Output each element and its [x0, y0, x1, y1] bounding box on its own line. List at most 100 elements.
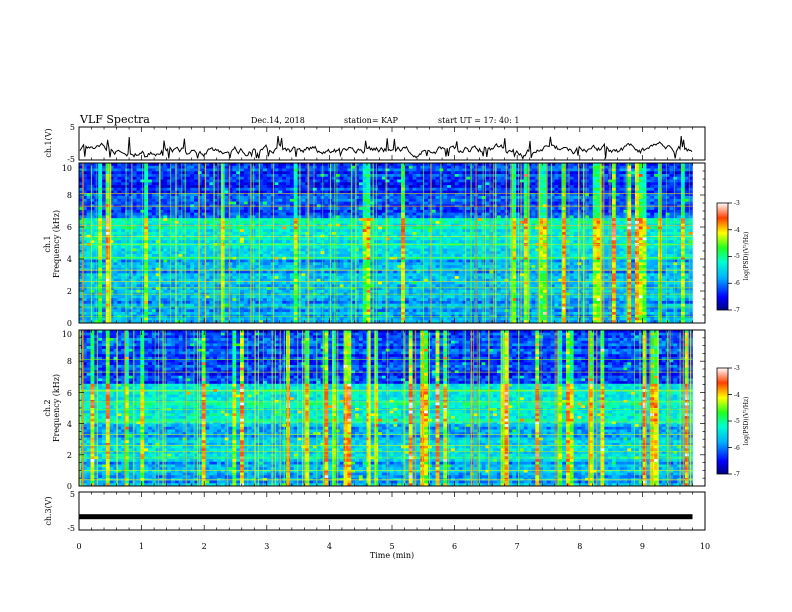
- spectrogram-cell: [642, 163, 647, 167]
- spectrogram-cell: [240, 229, 245, 233]
- spectrogram-cell: [466, 240, 471, 244]
- spectrogram-cell: [343, 187, 348, 191]
- spectrogram-cell: [236, 207, 241, 211]
- spectrogram-cell: [263, 215, 268, 219]
- spectrogram-cell: [282, 220, 287, 224]
- spectrogram-cell: [669, 215, 674, 219]
- spectrogram-cell: [638, 226, 643, 230]
- spectrogram-cell: [500, 190, 505, 194]
- spectrogram-cell: [523, 176, 528, 180]
- spectrogram-cell: [585, 176, 590, 180]
- spectrogram-cell: [684, 220, 689, 224]
- spectrogram-cell: [535, 185, 540, 189]
- spectrogram-cell: [627, 201, 632, 205]
- spectrogram-cell: [404, 168, 410, 172]
- spectrogram-cell: [220, 190, 225, 194]
- spectrogram-cell: [358, 168, 364, 172]
- spectrogram-cell: [493, 231, 498, 236]
- spectrogram-cell: [366, 193, 371, 197]
- spectrogram-cell: [370, 245, 375, 249]
- spectrogram-cell: [197, 220, 202, 224]
- spectrogram-cell: [569, 237, 574, 241]
- spectrogram-cell: [416, 182, 421, 186]
- spectrogram-cell: [289, 196, 295, 200]
- spectrogram-cell: [439, 231, 444, 236]
- spectrogram-cell: [477, 185, 482, 189]
- spectrogram-cell: [335, 231, 341, 236]
- spectrogram-cell: [178, 207, 183, 211]
- spectrogram-cell: [259, 229, 264, 233]
- spectrogram-cell: [623, 176, 628, 180]
- spectrogram-cell: [335, 209, 341, 213]
- spectrogram-cell: [90, 182, 95, 186]
- spectrogram-cell: [255, 185, 260, 189]
- spectrogram-cell: [347, 198, 352, 202]
- spectrogram-cell: [278, 193, 283, 197]
- spectrogram-cell: [266, 220, 272, 224]
- spectrogram-cell: [148, 185, 153, 189]
- spectrogram-cell: [565, 165, 571, 169]
- spectrogram-cell: [259, 179, 264, 183]
- spectrogram-cell: [577, 209, 582, 213]
- spectrogram-cell: [144, 185, 149, 189]
- spectrogram-cell: [631, 198, 636, 202]
- spectrogram-cell: [493, 174, 498, 178]
- spectrogram-cell: [151, 187, 156, 191]
- spectrogram-cell: [324, 193, 329, 197]
- spectrogram-cell: [546, 187, 551, 191]
- spectrogram-cell: [163, 201, 168, 205]
- spectrogram-cell: [148, 201, 153, 205]
- spectrogram-cell: [585, 196, 590, 200]
- spectrogram-cell: [86, 182, 91, 186]
- spectrogram-cell: [642, 201, 647, 205]
- spectrogram-cell: [289, 168, 295, 172]
- spectrogram-cell: [539, 231, 544, 236]
- spectrogram-cell: [588, 187, 594, 191]
- spectrogram-cell: [592, 218, 597, 222]
- spectrogram-cell: [305, 165, 310, 169]
- spectrogram-cell: [458, 171, 463, 175]
- spectrogram-cell: [105, 218, 110, 222]
- spectrogram-cell: [128, 165, 133, 169]
- spectrogram-cell: [404, 190, 410, 194]
- spectrogram-cell: [623, 237, 628, 241]
- spectrogram-cell: [385, 190, 390, 194]
- spectrogram-cell: [370, 185, 375, 189]
- spectrogram-cell: [213, 174, 218, 178]
- spectrogram-cell: [431, 218, 436, 222]
- spectrogram-cell: [600, 212, 605, 216]
- spectrogram-cell: [167, 237, 172, 241]
- spectrogram-cell: [535, 218, 540, 222]
- spectrogram-cell: [309, 196, 314, 200]
- spectrogram-cell: [232, 179, 237, 183]
- spectrogram-cell: [481, 193, 486, 197]
- spectrogram-cell: [278, 201, 283, 205]
- spectrogram-cell: [324, 179, 329, 183]
- spectrogram-cell: [205, 218, 210, 222]
- spectrogram-cell: [174, 187, 179, 191]
- spectrogram-cell: [500, 165, 505, 169]
- spectrogram-cell: [477, 187, 482, 191]
- spectrogram-cell: [167, 240, 172, 244]
- spectrogram-cell: [316, 182, 321, 186]
- spectrogram-cell: [450, 190, 456, 194]
- spectrogram-cell: [217, 201, 222, 205]
- spectrogram-cell: [443, 237, 448, 241]
- spectrogram-cell: [366, 182, 371, 186]
- spectrogram-cell: [596, 165, 601, 169]
- spectrogram-cell: [450, 187, 456, 191]
- spectrogram-cell: [677, 168, 682, 172]
- spectrogram-cell: [404, 165, 410, 169]
- spectrogram-cell: [623, 207, 628, 211]
- spectrogram-cell: [592, 207, 597, 211]
- spectrogram-cell: [458, 187, 463, 191]
- spectrogram-cell: [650, 198, 655, 202]
- spectrogram-cell: [266, 163, 272, 167]
- spectrogram-cell: [332, 240, 337, 244]
- spectrogram-cell: [677, 171, 682, 175]
- spectrogram-cell: [286, 179, 291, 183]
- spectrogram-cell: [408, 229, 413, 233]
- spectrogram-cell: [125, 231, 130, 236]
- spectrogram-cell: [255, 176, 260, 180]
- spectrogram-cell: [562, 193, 567, 197]
